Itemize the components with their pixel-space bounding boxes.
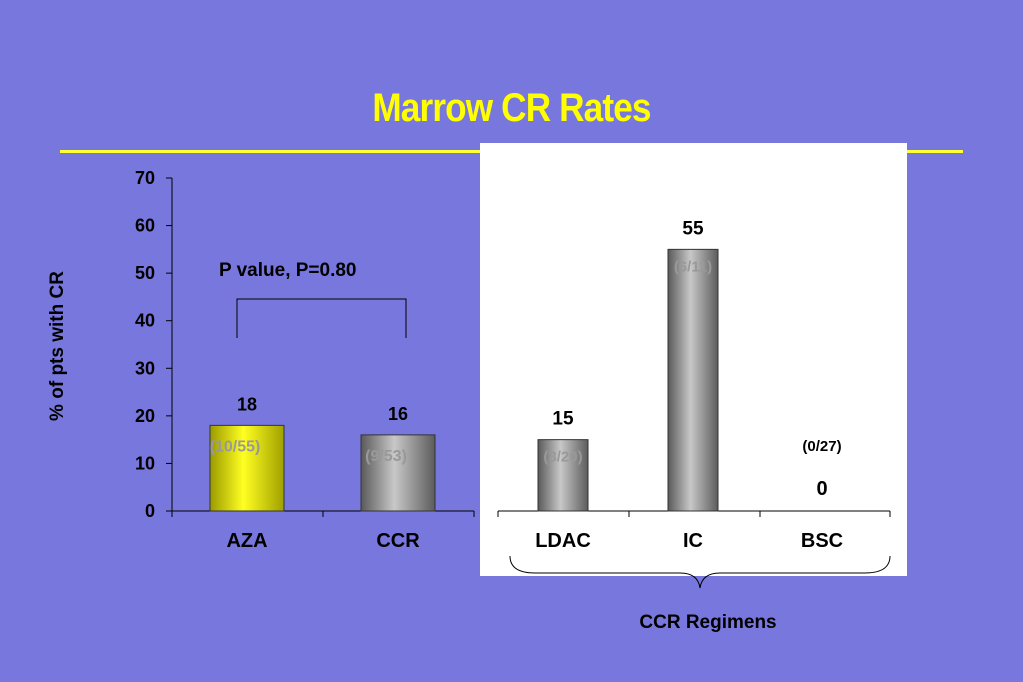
category-label: CCR: [376, 530, 420, 552]
value-label: 16: [388, 404, 408, 424]
y-tick-label: 0: [145, 501, 155, 521]
bar-ic: [667, 248, 719, 512]
pvalue-bracket: [236, 298, 407, 338]
category-label: AZA: [226, 530, 267, 552]
value-label: 55: [682, 218, 704, 239]
fraction-label: (9/53): [365, 448, 407, 465]
slide-title: Marrow CR Rates: [372, 86, 651, 130]
y-tick-label: 70: [135, 168, 155, 188]
fraction-label: (6/11): [674, 258, 712, 275]
y-tick-label: 50: [135, 263, 155, 283]
value-label: 0: [816, 478, 827, 500]
pvalue-annotation: P value, P=0.80: [219, 260, 357, 281]
fraction-label: (3/20): [543, 449, 582, 466]
value-label: 15: [552, 409, 574, 430]
category-label: LDAC: [535, 530, 591, 552]
category-label: BSC: [801, 530, 843, 552]
bar-aza: [209, 424, 285, 512]
fraction-label: (0/27): [802, 438, 841, 455]
ccr-regimens-brace: [509, 555, 891, 589]
y-tick-label: 30: [135, 358, 155, 378]
value-label: 18: [237, 394, 257, 414]
y-tick-label: 60: [135, 216, 155, 236]
y-tick-label: 40: [135, 311, 155, 331]
y-tick-label: 20: [135, 406, 155, 426]
y-axis-label: % of pts with CR: [47, 271, 68, 421]
ccr-regimens-label: CCR Regimens: [639, 612, 777, 633]
y-tick-label: 10: [135, 453, 155, 473]
category-label: IC: [683, 530, 703, 552]
bar-ldac: [537, 439, 589, 512]
bar-ccr: [360, 434, 436, 512]
fraction-label: (10/55): [210, 438, 261, 455]
